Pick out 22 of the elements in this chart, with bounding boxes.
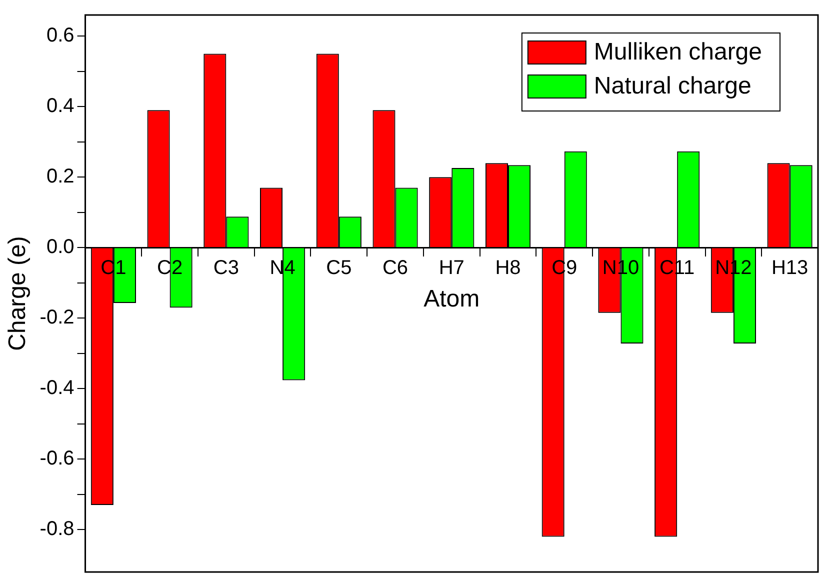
x-tick-label: N4 bbox=[270, 257, 296, 280]
x-tick-label: C6 bbox=[382, 257, 408, 280]
y-tick-label: 0.6 bbox=[46, 24, 74, 47]
y-tick-label: -0.6 bbox=[40, 448, 74, 470]
x-tick-label: N12 bbox=[715, 257, 752, 280]
x-axis-title: Atom bbox=[424, 286, 480, 313]
y-tick-label: -0.2 bbox=[40, 306, 74, 329]
y-tick-label: -0.4 bbox=[40, 377, 74, 400]
x-tick-label: H8 bbox=[495, 257, 521, 280]
x-tick-label: C5 bbox=[326, 257, 352, 280]
y-axis-title: Charge (e) bbox=[4, 236, 32, 351]
y-tick-label: 0.4 bbox=[46, 95, 74, 118]
y-tick-label: 0.0 bbox=[46, 236, 74, 258]
y-tick-label: -0.8 bbox=[40, 518, 74, 540]
x-tick-label: N10 bbox=[602, 257, 640, 280]
x-tick-label: H13 bbox=[771, 257, 808, 280]
x-tick-label: H7 bbox=[438, 257, 464, 280]
legend-label: Mulliken charge bbox=[594, 38, 762, 66]
y-tick-label: 0.2 bbox=[46, 166, 74, 188]
x-tick-label: C3 bbox=[213, 257, 239, 280]
x-tick-label: C1 bbox=[100, 257, 126, 280]
legend-label: Natural charge bbox=[594, 72, 752, 100]
